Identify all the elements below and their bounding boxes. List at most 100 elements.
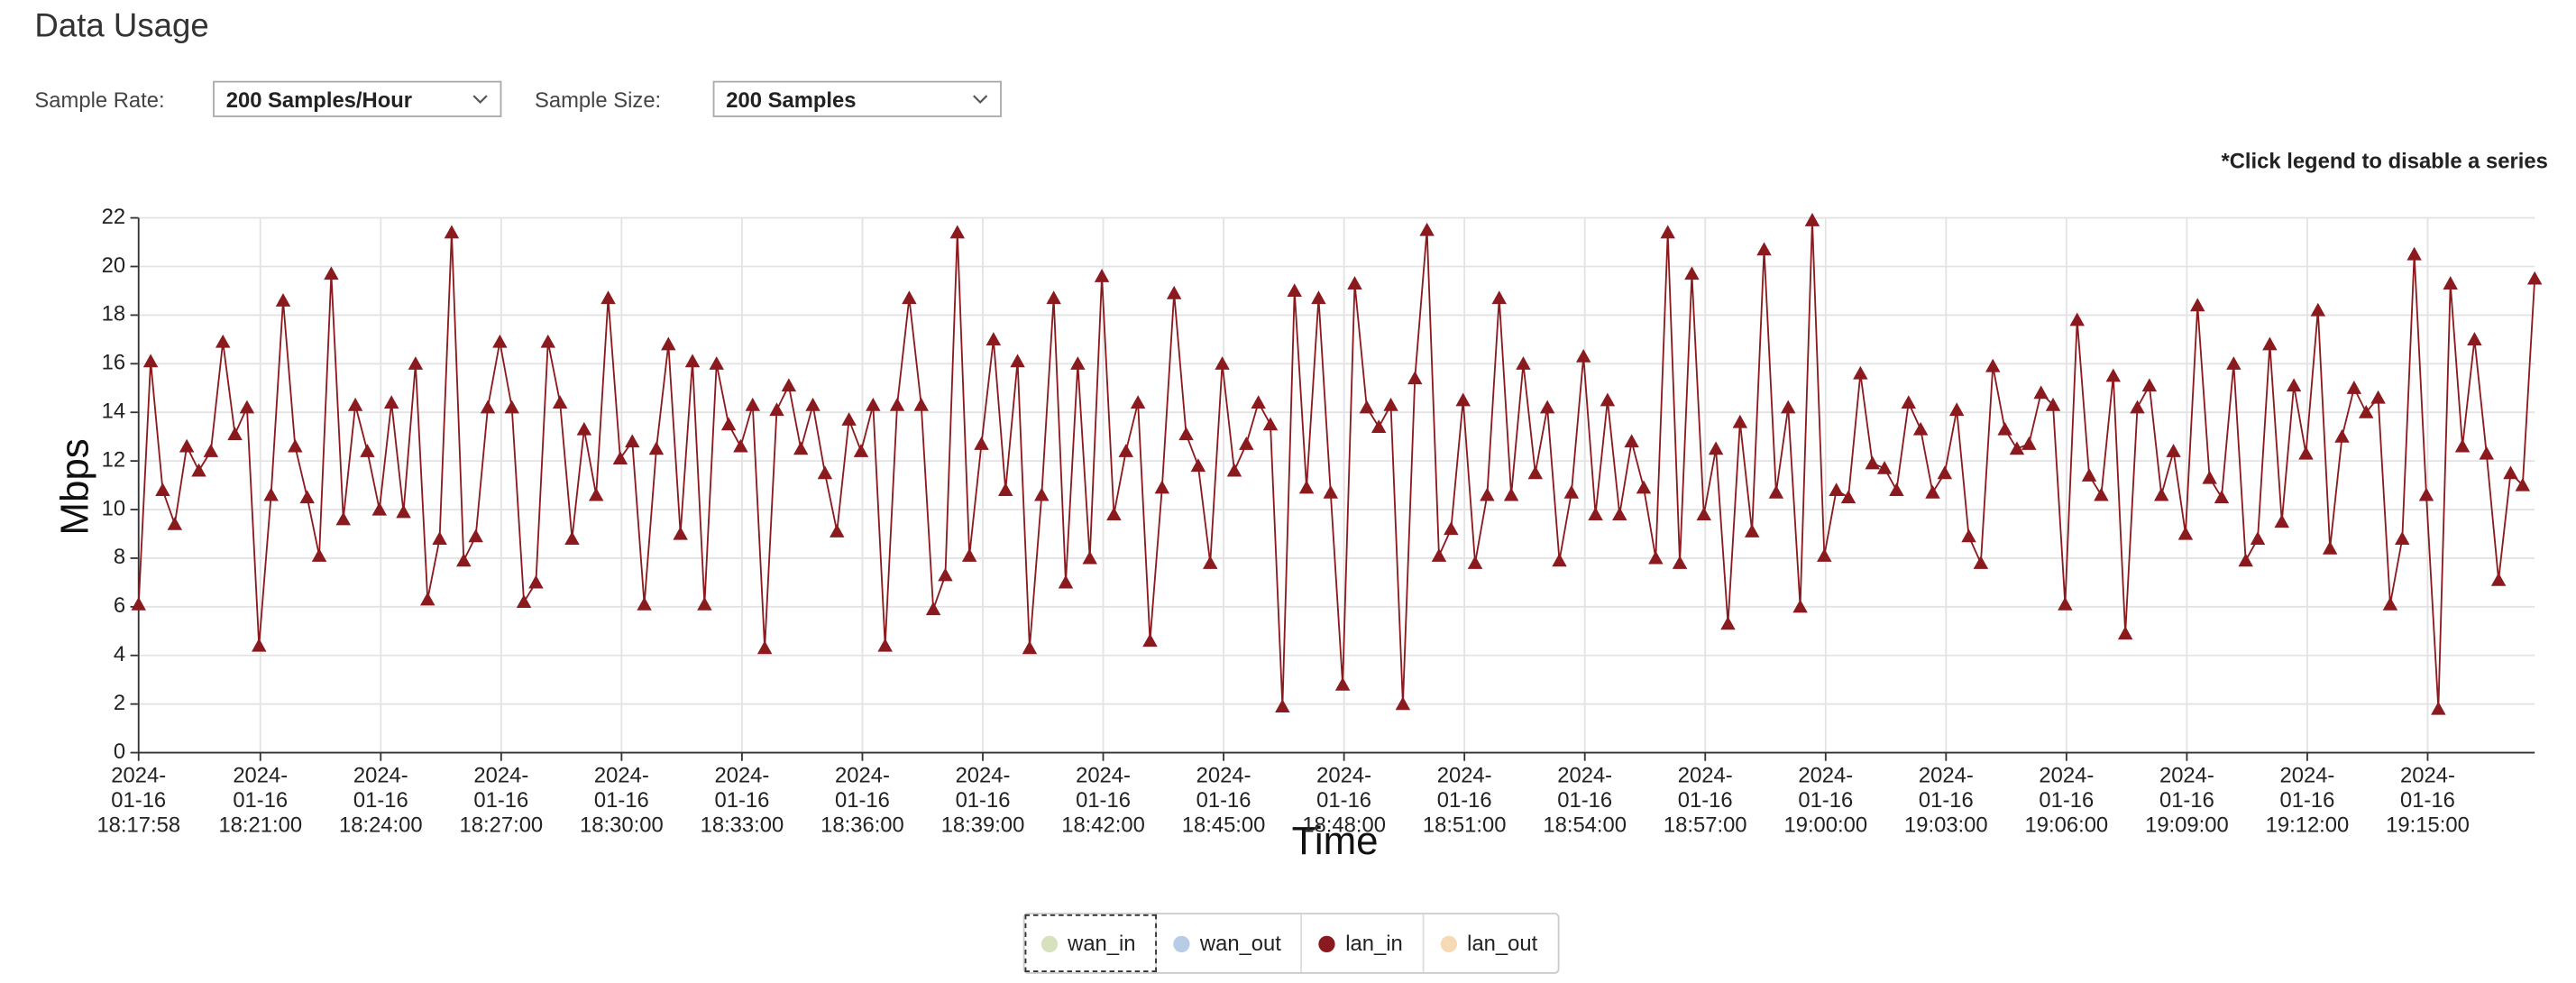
data-point <box>1215 356 1230 370</box>
x-tick-label: 2024-01-16 18:39:00 <box>940 762 1025 837</box>
data-point <box>2454 438 2471 453</box>
data-point <box>2226 356 2241 370</box>
data-point <box>1612 507 1627 521</box>
data-point <box>1334 676 1351 691</box>
data-point <box>335 511 351 526</box>
data-point <box>938 567 953 582</box>
data-point <box>1178 427 1194 441</box>
data-point <box>1889 482 1904 497</box>
legend-swatch <box>1440 934 1458 952</box>
data-point <box>925 602 941 616</box>
data-point <box>239 400 255 414</box>
data-point <box>2503 465 2518 480</box>
data-point <box>673 526 688 540</box>
sample-size-select[interactable]: 200 Samples <box>712 80 1002 117</box>
legend-label: lan_out <box>1467 931 1538 956</box>
data-point <box>1467 556 1483 569</box>
data-point <box>1696 507 1711 521</box>
legend-item[interactable]: lan_in <box>1303 914 1425 972</box>
data-point <box>2021 436 2037 450</box>
data-point <box>769 402 784 417</box>
data-point <box>1383 397 1398 411</box>
page-title: Data Usage <box>34 8 209 45</box>
data-point <box>2069 312 2085 326</box>
data-point <box>588 487 604 501</box>
data-point <box>1901 395 1917 409</box>
data-point <box>2490 572 2507 586</box>
data-point <box>480 400 496 414</box>
legend-swatch <box>1040 934 1059 952</box>
data-point <box>1792 599 1808 613</box>
data-point <box>1395 696 1411 711</box>
data-point <box>1359 400 1375 414</box>
data-point <box>396 504 411 519</box>
x-tick-label: 2024-01-16 18:17:58 <box>96 762 181 837</box>
data-point <box>1588 507 1603 521</box>
data-point <box>648 441 665 455</box>
legend-item[interactable]: lan_out <box>1425 914 1558 972</box>
data-point <box>288 438 303 453</box>
data-point <box>745 397 761 411</box>
data-point <box>2058 596 2073 611</box>
data-point <box>2009 441 2025 455</box>
data-point <box>2190 298 2205 312</box>
data-point <box>311 548 327 562</box>
legend-item[interactable]: wan_out <box>1157 914 1303 972</box>
data-point <box>2033 385 2049 400</box>
data-point <box>1912 421 1929 436</box>
data-point <box>492 334 508 348</box>
data-point <box>1539 400 1555 414</box>
data-point <box>179 438 195 453</box>
data-point <box>1624 434 1639 448</box>
legend-swatch <box>1318 934 1336 952</box>
data-point <box>709 356 724 370</box>
data-point <box>2443 276 2458 289</box>
y-tick-label: 12 <box>102 447 125 472</box>
data-point <box>1371 419 1387 433</box>
data-point <box>1419 222 1435 236</box>
data-point <box>1829 482 1844 497</box>
data-point <box>2274 514 2289 528</box>
data-point <box>1070 356 1086 370</box>
select-value: 200 Samples/Hour <box>225 87 413 113</box>
data-point <box>432 531 447 545</box>
data-point <box>552 395 568 409</box>
y-tick-label: 20 <box>102 253 125 278</box>
data-point <box>1118 444 1134 457</box>
legend-label: wan_in <box>1068 931 1136 956</box>
data-point <box>2479 446 2495 460</box>
data-point <box>1298 480 1315 494</box>
data-point <box>2130 400 2145 414</box>
data-point <box>516 594 532 609</box>
data-point <box>1660 225 1675 239</box>
sample-rate-select[interactable]: 200 Samples/Hour <box>213 80 502 117</box>
data-point <box>2467 332 2482 345</box>
data-point <box>889 397 905 411</box>
data-point <box>1552 553 1567 567</box>
data-point <box>2262 336 2278 351</box>
data-point <box>1203 556 1218 569</box>
data-point <box>1094 269 1110 282</box>
data-point <box>1563 484 1580 499</box>
data-point <box>215 334 231 348</box>
data-point <box>1347 276 1362 289</box>
data-point <box>841 412 857 426</box>
x-tick-label: 2024-01-16 18:45:00 <box>1181 762 1266 837</box>
data-point <box>528 574 544 589</box>
data-point <box>2418 487 2434 501</box>
data-point <box>1046 290 1061 305</box>
data-point <box>1575 348 1591 363</box>
data-point <box>997 482 1013 497</box>
data-point <box>2370 390 2386 404</box>
legend-item[interactable]: wan_in <box>1024 914 1158 972</box>
data-point <box>756 640 773 655</box>
data-point <box>974 436 989 450</box>
data-point <box>1166 285 1182 299</box>
data-point <box>913 397 929 411</box>
x-tick-label: 2024-01-16 18:36:00 <box>820 762 904 837</box>
chevron <box>472 95 488 105</box>
data-point <box>2166 444 2181 457</box>
